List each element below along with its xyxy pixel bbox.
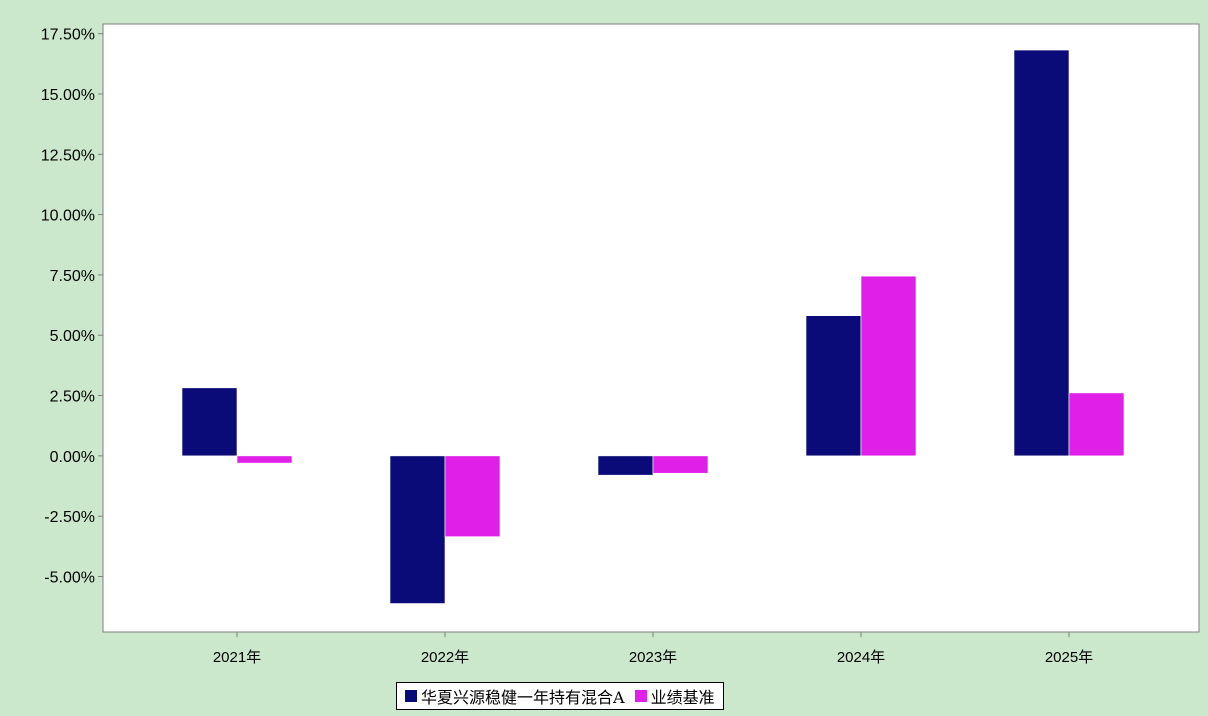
- legend-swatch-fund: [405, 690, 417, 702]
- legend-label-fund: 华夏兴源稳健一年持有混合A: [421, 688, 625, 707]
- y-tick-label: 12.50%: [41, 147, 95, 164]
- legend-swatch-benchmark: [634, 690, 647, 702]
- bar-benchmark: [236, 455, 293, 464]
- x-tick-label: 2021年: [213, 649, 261, 666]
- bar-fund: [1013, 49, 1070, 457]
- bar-benchmark: [444, 455, 501, 537]
- y-tick-label: 15.00%: [41, 87, 95, 104]
- legend-entry-fund: 华夏兴源稳健一年持有混合A: [405, 684, 625, 708]
- x-axis: 2021年 2022年 2023年 2024年 2025年: [213, 632, 1093, 666]
- bar-fund: [805, 315, 862, 457]
- y-tick-label: 7.50%: [50, 268, 95, 285]
- y-tick-label: 5.00%: [50, 328, 95, 345]
- y-tick-label: 2.50%: [50, 389, 95, 406]
- legend-entry-benchmark: 业绩基准: [634, 684, 715, 708]
- y-tick-label: -2.50%: [44, 509, 95, 526]
- bar-benchmark: [652, 455, 709, 474]
- y-tick-label: -5.00%: [44, 570, 95, 587]
- x-tick-label: 2023年: [629, 649, 677, 666]
- bar-benchmark: [1068, 392, 1125, 457]
- bar-benchmark: [860, 275, 917, 457]
- x-tick-label: 2022年: [421, 649, 469, 666]
- x-tick-label: 2025年: [1045, 649, 1093, 666]
- y-axis: 17.50% 15.00% 12.50% 10.00% 7.50% 5.00% 2.50% 0…: [41, 27, 103, 587]
- bar-fund: [597, 455, 654, 476]
- y-tick-label: 17.50%: [41, 27, 95, 44]
- bars-group: [181, 49, 1125, 604]
- x-tick-label: 2024年: [837, 649, 885, 666]
- y-tick-label: 0.00%: [50, 449, 95, 466]
- bar-fund: [181, 387, 238, 457]
- legend-label-benchmark: 业绩基准: [650, 688, 715, 707]
- y-tick-label: 10.00%: [41, 208, 95, 225]
- legend: 华夏兴源稳健一年持有混合A 业绩基准: [396, 682, 724, 710]
- bar-fund: [389, 455, 446, 604]
